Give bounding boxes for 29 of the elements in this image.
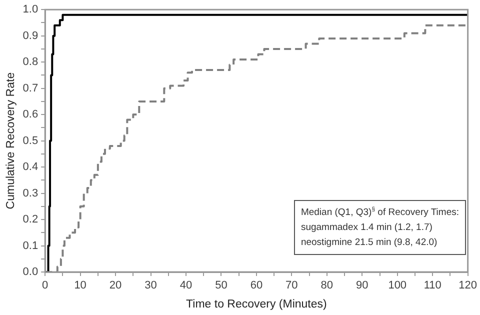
y-tick-label: 0.4 xyxy=(22,161,38,174)
y-axis-title: Cumulative Recovery Rate xyxy=(5,72,18,210)
y-tick-label: 0.7 xyxy=(22,82,38,94)
y-tick-label: 0.5 xyxy=(22,134,38,147)
x-tick-label: 60 xyxy=(250,280,263,292)
x-tick-label: 20 xyxy=(109,280,122,292)
annotation: neostigmine 21.5 min (9.8, 42.0) xyxy=(300,236,438,250)
x-tick-label: 50 xyxy=(215,280,228,292)
y-tick-label: 0.8 xyxy=(22,56,38,68)
y-tick-label: 0.2 xyxy=(22,214,38,226)
x-tick-label: 110 xyxy=(424,280,442,292)
x-tick-label: 80 xyxy=(320,280,334,292)
y-tick-label: 1.0 xyxy=(22,4,38,16)
y-tick-label: 0.6 xyxy=(22,108,38,121)
x-tick-label: 30 xyxy=(144,280,157,292)
x-tick-label: 40 xyxy=(180,280,192,292)
x-tick-label: 90 xyxy=(356,280,368,292)
y-tick-label: 0.3 xyxy=(22,187,38,200)
y-tick-label: 0.1 xyxy=(22,240,38,252)
y-tick-label: 0.0 xyxy=(22,266,38,278)
annotation: Median (Q1, Q3)$^{§}$ of Recovery Times: xyxy=(300,206,459,220)
x-tick-label: 0 xyxy=(42,280,48,292)
x-tick-label: 100 xyxy=(388,280,407,292)
x-tick-label: 120 xyxy=(458,280,478,292)
annotation: sugammadex 1.4 min (1.2, 1.7) xyxy=(300,221,434,235)
x-tick-label: 70 xyxy=(286,280,298,292)
y-tick-label: 0.9 xyxy=(22,30,38,42)
x-tick-label: 10 xyxy=(74,280,86,292)
x-axis-title: Time to Recovery (Minutes) xyxy=(186,298,328,310)
